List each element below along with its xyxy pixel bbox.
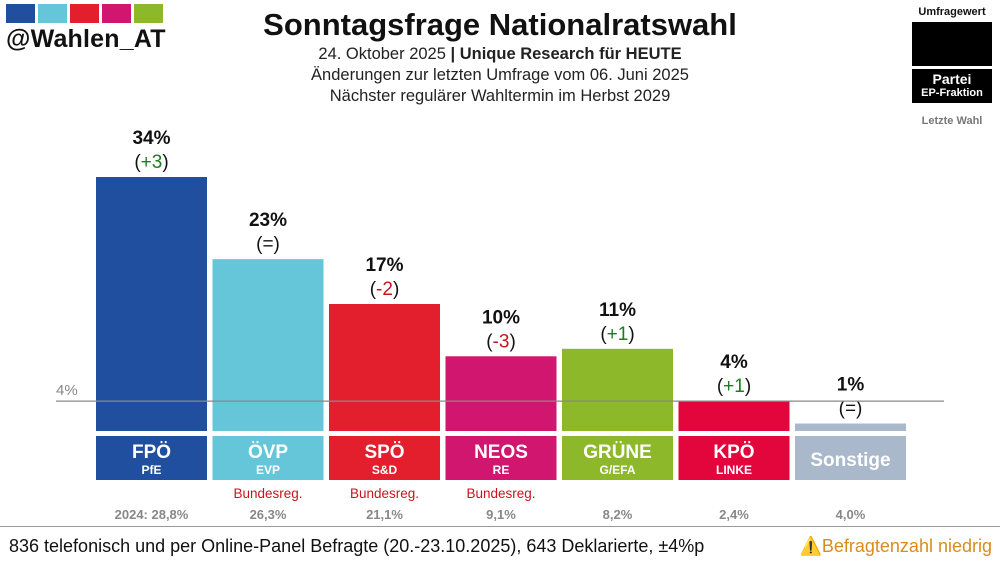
bar-övp — [212, 259, 324, 431]
swatch-4 — [102, 4, 131, 23]
faction-kpö: LINKE — [716, 463, 752, 477]
page-title: Sonntagsfrage Nationalratswahl — [263, 7, 737, 42]
legend-party-label: Partei — [932, 71, 972, 87]
change-label-kpö: (+1) — [717, 376, 751, 397]
party-box-sonstige — [795, 436, 906, 480]
sample-note: 836 telefonisch und per Online-Panel Bef… — [9, 536, 705, 556]
swatch-1 — [6, 4, 35, 23]
bar-neos — [445, 356, 557, 431]
bar-grüne — [562, 348, 673, 431]
party-name-fpö: FPÖ — [132, 442, 171, 463]
bar-kpö — [678, 401, 790, 431]
sample-warning: ⚠️Befragtenzahl niedrig — [799, 536, 992, 557]
last-election-fpö: 2024: 28,8% — [115, 507, 189, 522]
last-election-spö: 21,1% — [366, 507, 403, 522]
legend-faction-label: EP-Fraktion — [921, 87, 983, 99]
bar-sonstige — [795, 423, 906, 431]
faction-grüne: G/EFA — [599, 463, 635, 477]
change-label-neos: (-3) — [486, 331, 516, 352]
swatch-2 — [38, 4, 67, 23]
government-tag-övp: Bundesreg. — [233, 486, 302, 501]
legend-value-label: Umfragewert — [918, 6, 986, 18]
change-label-grüne: (+1) — [600, 324, 634, 345]
faction-spö: S&D — [372, 463, 398, 477]
value-label-neos: 10% — [482, 307, 520, 328]
poll-source-line: 24. Oktober 2025 | Unique Research für H… — [180, 44, 820, 65]
sample-warning-text: Befragtenzahl niedrig — [821, 536, 992, 556]
government-tag-neos: Bundesreg. — [466, 486, 535, 501]
party-name-grüne: GRÜNE — [583, 442, 652, 463]
footer-divider — [0, 526, 1000, 527]
faction-övp: EVP — [256, 463, 280, 477]
poll-date: 24. Oktober 2025 — [318, 45, 446, 63]
party-name-kpö: KPÖ — [713, 442, 754, 463]
last-election-övp: 26,3% — [250, 507, 287, 522]
legend-value-box — [912, 22, 992, 66]
swatch-5 — [134, 4, 163, 23]
party-box-kpö — [678, 436, 790, 480]
change-label-övp: (=) — [256, 234, 280, 255]
swatch-3 — [70, 4, 99, 23]
poll-institute: Unique Research für HEUTE — [459, 45, 682, 63]
party-name-neos: NEOS — [474, 442, 528, 463]
party-name-sonstige: Sonstige — [810, 450, 890, 471]
last-election-kpö: 2,4% — [719, 507, 749, 522]
change-label-spö: (-2) — [370, 279, 400, 300]
last-election-grüne: 8,2% — [603, 507, 633, 522]
warning-icon: ⚠️ — [799, 536, 822, 556]
value-label-kpö: 4% — [720, 352, 748, 373]
party-name-spö: SPÖ — [364, 442, 404, 463]
legend: Umfragewert Partei EP-Fraktion Letzte Wa… — [912, 6, 992, 127]
next-election-note: Nächster regulärer Wahltermin im Herbst … — [329, 87, 671, 105]
value-label-grüne: 11% — [599, 300, 636, 321]
party-name-övp: ÖVP — [248, 442, 288, 463]
change-label-fpö: (+3) — [134, 152, 168, 173]
value-label-sonstige: 1% — [837, 375, 865, 396]
poll-separator: | — [450, 45, 456, 63]
last-election-sonstige: 4,0% — [836, 507, 866, 522]
bar-fpö — [96, 177, 207, 431]
comparison-note: Änderungen zur letzten Umfrage vom 06. J… — [311, 66, 689, 84]
legend-party-box: Partei EP-Fraktion — [912, 69, 992, 103]
value-label-övp: 23% — [249, 210, 287, 231]
party-box-spö — [329, 436, 440, 480]
faction-neos: RE — [493, 463, 510, 477]
brand: @Wahlen_AT — [6, 4, 166, 54]
party-box-övp — [212, 436, 324, 480]
government-tag-spö: Bundesreg. — [350, 486, 419, 501]
brand-handle: @Wahlen_AT — [6, 25, 166, 53]
bar-spö — [329, 304, 440, 431]
legend-last-election-label: Letzte Wahl — [921, 115, 983, 127]
faction-fpö: PfE — [141, 463, 161, 477]
party-box-grüne — [562, 436, 673, 480]
change-label-sonstige: (=) — [839, 399, 863, 420]
value-label-fpö: 34% — [132, 128, 170, 149]
header: Sonntagsfrage Nationalratswahl 24. Oktob… — [180, 6, 820, 107]
brand-swatches — [6, 4, 166, 23]
party-box-neos — [445, 436, 557, 480]
threshold-label: 4% — [56, 382, 78, 399]
party-box-fpö — [96, 436, 207, 480]
value-label-spö: 17% — [365, 255, 403, 276]
last-election-neos: 9,1% — [486, 507, 516, 522]
